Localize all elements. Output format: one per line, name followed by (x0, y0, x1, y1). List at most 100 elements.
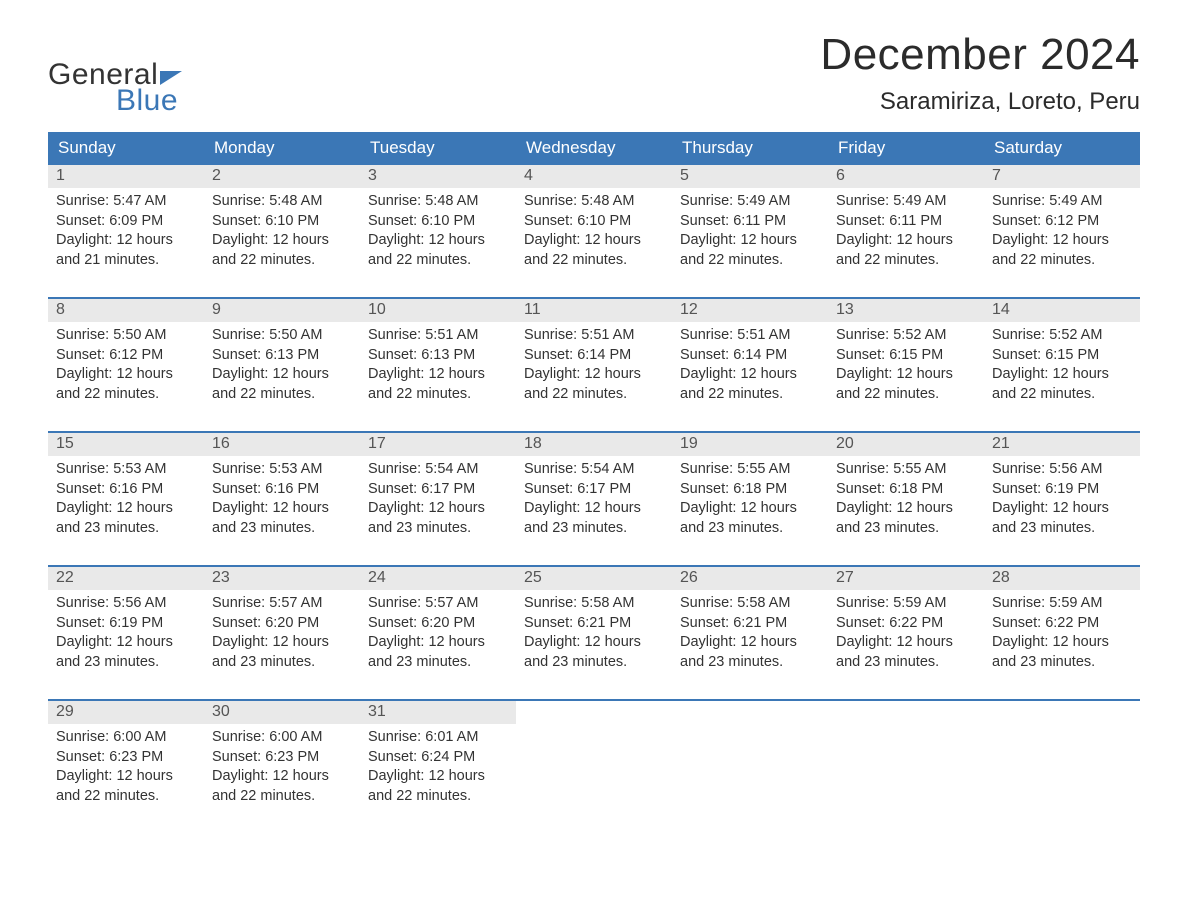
sunrise-line: Sunrise: 5:48 AM (212, 192, 352, 212)
daylight-line: Daylight: 12 hours and 23 minutes. (56, 633, 196, 672)
daylight-line: Daylight: 12 hours and 22 minutes. (524, 365, 664, 404)
sunrise-line: Sunrise: 5:59 AM (836, 594, 976, 614)
day-body: Sunrise: 6:01 AMSunset: 6:24 PMDaylight:… (360, 724, 516, 806)
sunrise-label: Sunrise: (524, 595, 577, 611)
sunset-line: Sunset: 6:10 PM (524, 212, 664, 232)
daylight-line: Daylight: 12 hours and 23 minutes. (992, 633, 1132, 672)
logo-text-blue: Blue (116, 84, 178, 118)
daylight-line: Daylight: 12 hours and 22 minutes. (680, 365, 820, 404)
daylight-label: Daylight: (368, 634, 424, 650)
day-body: Sunrise: 5:54 AMSunset: 6:17 PMDaylight:… (360, 456, 516, 538)
daylight-label: Daylight: (56, 634, 112, 650)
daylight-line: Daylight: 12 hours and 22 minutes. (212, 365, 352, 404)
sunrise-line: Sunrise: 5:51 AM (680, 326, 820, 346)
day-body: Sunrise: 5:57 AMSunset: 6:20 PMDaylight:… (360, 590, 516, 672)
page-title: December 2024 (820, 30, 1140, 80)
sunrise-label: Sunrise: (680, 193, 733, 209)
day-body: Sunrise: 5:51 AMSunset: 6:13 PMDaylight:… (360, 322, 516, 404)
sunset-line: Sunset: 6:21 PM (524, 614, 664, 634)
day-cell: 14Sunrise: 5:52 AMSunset: 6:15 PMDayligh… (984, 299, 1140, 411)
sunrise-value: 5:54 AM (581, 461, 634, 477)
sunrise-value: 5:51 AM (581, 327, 634, 343)
day-body: Sunrise: 5:57 AMSunset: 6:20 PMDaylight:… (204, 590, 360, 672)
day-body: Sunrise: 5:55 AMSunset: 6:18 PMDaylight:… (828, 456, 984, 538)
week-row: 15Sunrise: 5:53 AMSunset: 6:16 PMDayligh… (48, 431, 1140, 545)
daylight-label: Daylight: (56, 366, 112, 382)
sunset-line: Sunset: 6:11 PM (680, 212, 820, 232)
day-cell: 24Sunrise: 5:57 AMSunset: 6:20 PMDayligh… (360, 567, 516, 679)
sunset-label: Sunset: (680, 481, 729, 497)
sunrise-value: 5:55 AM (893, 461, 946, 477)
sunset-label: Sunset: (992, 615, 1041, 631)
sunset-label: Sunset: (524, 481, 573, 497)
day-header-row: SundayMondayTuesdayWednesdayThursdayFrid… (48, 132, 1140, 165)
day-number: 20 (828, 433, 984, 456)
day-body: Sunrise: 5:55 AMSunset: 6:18 PMDaylight:… (672, 456, 828, 538)
daylight-label: Daylight: (212, 634, 268, 650)
day-number: 19 (672, 433, 828, 456)
sunrise-line: Sunrise: 5:49 AM (680, 192, 820, 212)
day-number: 22 (48, 567, 204, 590)
day-number: 16 (204, 433, 360, 456)
sunset-line: Sunset: 6:22 PM (836, 614, 976, 634)
daylight-label: Daylight: (524, 232, 580, 248)
header: General Blue December 2024 Saramiriza, L… (48, 30, 1140, 118)
sunrise-label: Sunrise: (212, 193, 265, 209)
sunset-line: Sunset: 6:24 PM (368, 748, 508, 768)
sunset-value: 6:13 PM (421, 347, 475, 363)
sunset-line: Sunset: 6:18 PM (836, 480, 976, 500)
sunrise-line: Sunrise: 5:47 AM (56, 192, 196, 212)
sunrise-value: 5:56 AM (113, 595, 166, 611)
daylight-line: Daylight: 12 hours and 22 minutes. (992, 231, 1132, 270)
day-cell: 11Sunrise: 5:51 AMSunset: 6:14 PMDayligh… (516, 299, 672, 411)
sunrise-label: Sunrise: (368, 193, 421, 209)
day-number: 1 (48, 165, 204, 188)
sunrise-label: Sunrise: (212, 729, 265, 745)
sunset-line: Sunset: 6:20 PM (368, 614, 508, 634)
week-row: 1Sunrise: 5:47 AMSunset: 6:09 PMDaylight… (48, 165, 1140, 277)
sunset-label: Sunset: (524, 347, 573, 363)
daylight-line: Daylight: 12 hours and 23 minutes. (368, 499, 508, 538)
sunrise-label: Sunrise: (368, 327, 421, 343)
sunset-value: 6:14 PM (733, 347, 787, 363)
sunrise-value: 5:48 AM (269, 193, 322, 209)
daylight-line: Daylight: 12 hours and 22 minutes. (212, 231, 352, 270)
day-cell: 1Sunrise: 5:47 AMSunset: 6:09 PMDaylight… (48, 165, 204, 277)
sunset-line: Sunset: 6:15 PM (836, 346, 976, 366)
sunrise-label: Sunrise: (680, 595, 733, 611)
sunrise-line: Sunrise: 5:56 AM (992, 460, 1132, 480)
day-body: Sunrise: 5:52 AMSunset: 6:15 PMDaylight:… (984, 322, 1140, 404)
daylight-line: Daylight: 12 hours and 22 minutes. (212, 767, 352, 806)
logo: General Blue (48, 30, 182, 118)
day-cell: 29Sunrise: 6:00 AMSunset: 6:23 PMDayligh… (48, 701, 204, 813)
day-body: Sunrise: 5:49 AMSunset: 6:12 PMDaylight:… (984, 188, 1140, 270)
day-body: Sunrise: 5:51 AMSunset: 6:14 PMDaylight:… (516, 322, 672, 404)
daylight-line: Daylight: 12 hours and 23 minutes. (992, 499, 1132, 538)
day-number: 29 (48, 701, 204, 724)
sunrise-line: Sunrise: 5:50 AM (212, 326, 352, 346)
sunrise-label: Sunrise: (992, 595, 1045, 611)
sunset-label: Sunset: (212, 615, 261, 631)
daylight-label: Daylight: (680, 366, 736, 382)
sunset-label: Sunset: (992, 213, 1041, 229)
daylight-line: Daylight: 12 hours and 23 minutes. (524, 633, 664, 672)
sunrise-value: 5:52 AM (1049, 327, 1102, 343)
daylight-line: Daylight: 12 hours and 22 minutes. (836, 365, 976, 404)
week-row: 8Sunrise: 5:50 AMSunset: 6:12 PMDaylight… (48, 297, 1140, 411)
day-cell (672, 701, 828, 813)
day-number: 17 (360, 433, 516, 456)
sunset-line: Sunset: 6:19 PM (56, 614, 196, 634)
day-cell: 25Sunrise: 5:58 AMSunset: 6:21 PMDayligh… (516, 567, 672, 679)
sunrise-line: Sunrise: 5:49 AM (836, 192, 976, 212)
sunrise-value: 5:56 AM (1049, 461, 1102, 477)
daylight-line: Daylight: 12 hours and 22 minutes. (56, 767, 196, 806)
sunrise-line: Sunrise: 5:52 AM (836, 326, 976, 346)
sunset-label: Sunset: (680, 213, 729, 229)
daylight-label: Daylight: (524, 500, 580, 516)
sunset-value: 6:20 PM (421, 615, 475, 631)
day-number: 21 (984, 433, 1140, 456)
daylight-label: Daylight: (368, 366, 424, 382)
sunset-label: Sunset: (212, 749, 261, 765)
sunrise-line: Sunrise: 6:00 AM (56, 728, 196, 748)
sunset-label: Sunset: (212, 481, 261, 497)
